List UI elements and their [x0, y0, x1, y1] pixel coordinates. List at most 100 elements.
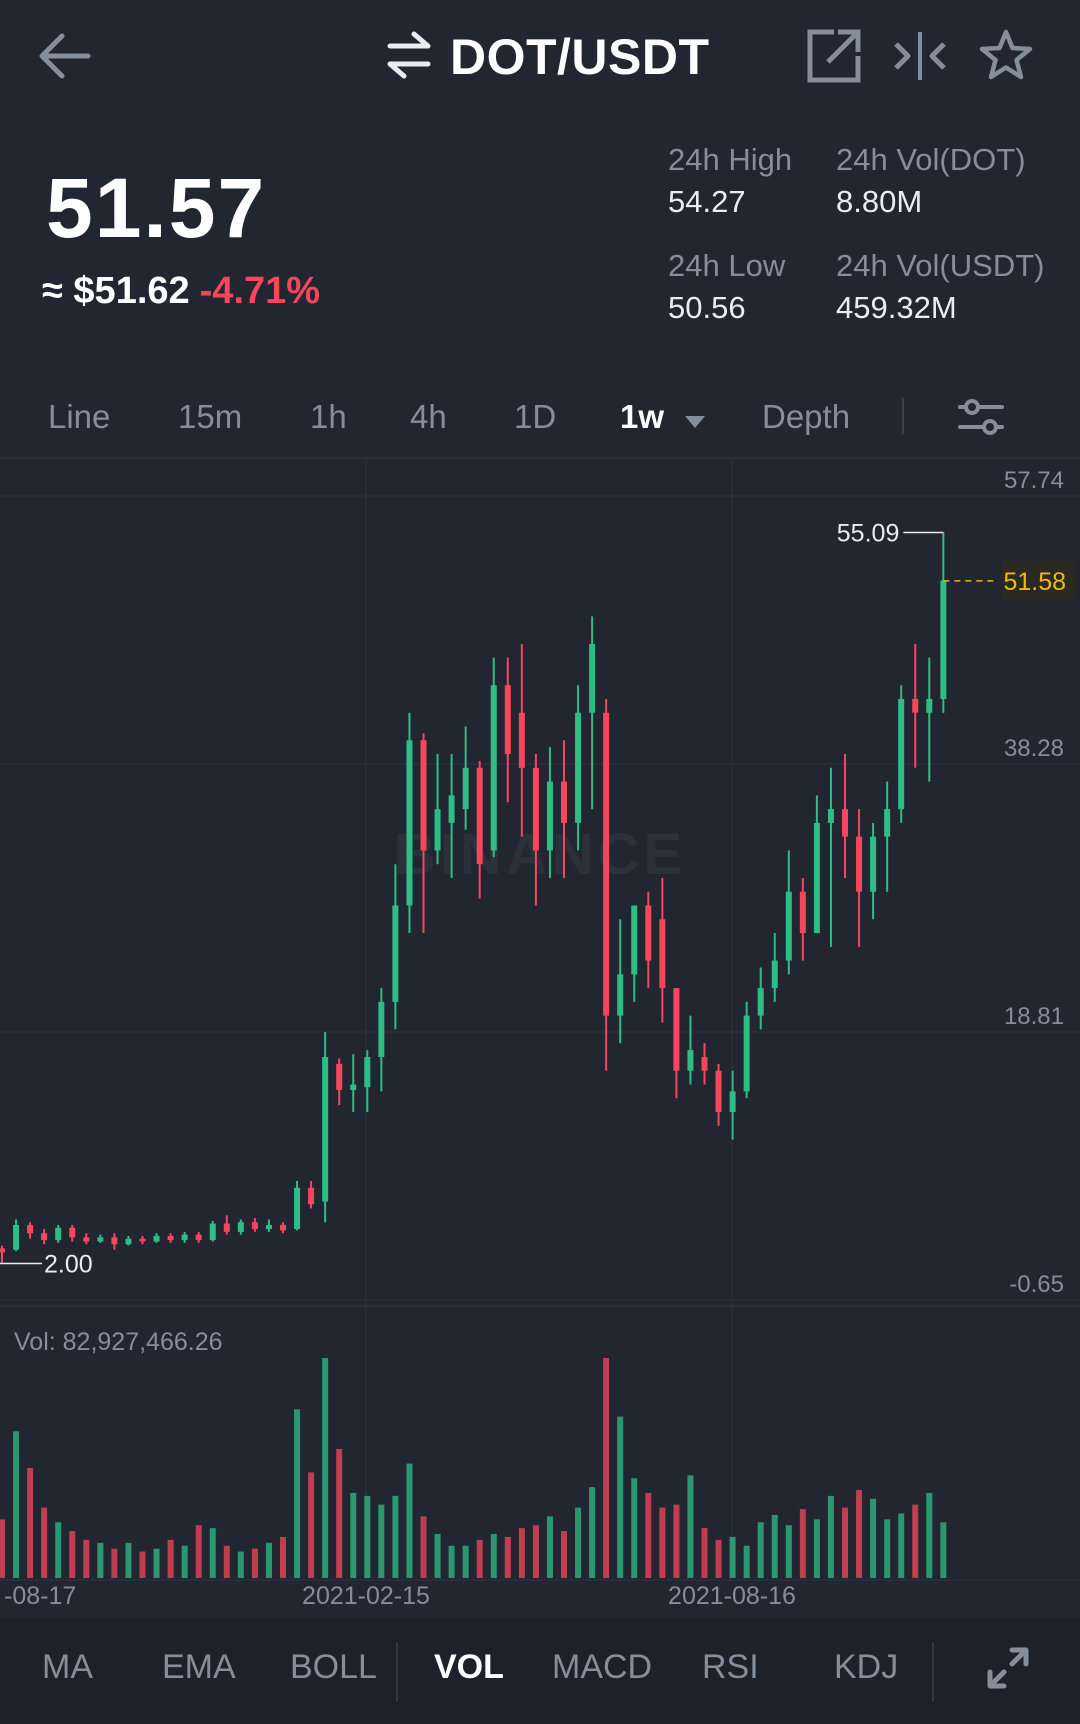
tab-4h[interactable]: 4h	[410, 398, 447, 435]
indicator-rsi[interactable]: RSI	[702, 1648, 759, 1686]
candle-body	[420, 740, 427, 851]
candle-body	[842, 809, 848, 837]
indicator-macd[interactable]: MACD	[552, 1648, 653, 1686]
volume-bar	[715, 1539, 722, 1578]
indicator-separator	[396, 1642, 398, 1702]
candle-body	[673, 988, 680, 1071]
candle-body	[322, 1056, 329, 1202]
tab-15m[interactable]: 15m	[178, 398, 243, 435]
candle-body	[237, 1222, 244, 1232]
x-tick-label: 2021-08-16	[668, 1582, 796, 1610]
volume-bar	[856, 1490, 863, 1578]
candle-body	[631, 905, 638, 975]
last-price: 51.57	[46, 161, 267, 255]
change-percent: -4.71%	[199, 270, 321, 312]
candle-body	[153, 1235, 160, 1242]
candle-body	[870, 836, 877, 892]
volume-bar	[912, 1504, 919, 1578]
volume-bar	[69, 1531, 76, 1578]
indicator-vol[interactable]: VOL	[434, 1648, 504, 1686]
candle-body	[645, 905, 652, 961]
volume-bar	[799, 1509, 806, 1578]
candle-body	[125, 1238, 132, 1245]
candle-body	[785, 891, 792, 961]
tab-1d[interactable]: 1D	[514, 398, 557, 435]
volume-bar	[546, 1516, 553, 1578]
tab-1h[interactable]: 1h	[310, 398, 347, 435]
share-external-icon[interactable]	[806, 26, 870, 90]
volume-bar	[55, 1522, 62, 1578]
volume-bar	[308, 1472, 315, 1578]
candle-body	[265, 1224, 272, 1230]
tab-1w[interactable]: 1w	[620, 398, 707, 438]
candle-body	[392, 905, 399, 1002]
volume-bar	[462, 1545, 469, 1578]
volume-bar	[827, 1495, 834, 1578]
volume-bar	[757, 1522, 764, 1578]
candle-body	[912, 698, 919, 713]
max-marker-label: 55.09	[837, 519, 900, 547]
volume-bar	[280, 1536, 286, 1578]
candle-body	[111, 1237, 118, 1245]
candle-body	[378, 1001, 385, 1057]
volume-bar	[139, 1551, 146, 1578]
volume-bar	[504, 1536, 511, 1578]
star-icon[interactable]	[978, 28, 1042, 92]
candle-body	[898, 698, 905, 810]
volume-bar	[842, 1507, 848, 1578]
volume-bar	[645, 1492, 652, 1578]
candle-body	[561, 781, 567, 823]
sliders-icon[interactable]	[956, 394, 1006, 445]
last-price-tag-bg	[1002, 560, 1076, 601]
candle-body	[251, 1222, 258, 1230]
last-price-tag: 51.58	[1003, 568, 1066, 596]
candle-body	[294, 1187, 301, 1230]
volume-bar	[785, 1525, 792, 1578]
indicator-ema[interactable]: EMA	[162, 1648, 236, 1686]
volume-bar	[111, 1548, 118, 1578]
volume-bar	[27, 1468, 34, 1578]
volume-bar	[350, 1492, 357, 1578]
indicator-separator-2	[932, 1642, 934, 1702]
expand-icon[interactable]	[986, 1646, 1030, 1695]
price-markers: 55.09 2.00 51.58	[0, 519, 1076, 1279]
volume-bar	[448, 1545, 455, 1578]
y-tick-label: 38.28	[1004, 735, 1064, 762]
volume-bar	[631, 1478, 638, 1578]
candle-body	[27, 1224, 34, 1234]
candle-body	[13, 1224, 20, 1250]
volume-bar	[926, 1492, 933, 1578]
candle-body	[518, 712, 525, 768]
indicator-ma[interactable]: MA	[42, 1648, 93, 1686]
tab-depth[interactable]: Depth	[762, 398, 851, 435]
candle-body	[827, 809, 834, 823]
tab-1w-label: 1w	[620, 398, 665, 435]
stat-label-24h-vol-usdt: 24h Vol(USDT)	[836, 248, 1045, 283]
volume-bar	[209, 1528, 216, 1578]
candle-body	[97, 1237, 104, 1242]
volume-bar	[617, 1416, 624, 1578]
stat-value-24h-high: 54.27	[668, 184, 746, 219]
back-arrow-icon[interactable]	[34, 24, 98, 88]
indicator-bar: MA EMA BOLL VOL MACD RSI KDJ	[0, 1618, 1080, 1724]
volume-bar	[518, 1528, 525, 1578]
indicator-kdj[interactable]: KDJ	[834, 1648, 899, 1686]
caret-down-icon	[683, 400, 707, 438]
split-screen-icon[interactable]	[890, 28, 954, 92]
volume-bar	[561, 1531, 567, 1578]
volume-bar	[575, 1507, 582, 1578]
swap-icon[interactable]	[384, 28, 434, 84]
candle-body	[209, 1223, 216, 1241]
candle-body	[181, 1234, 188, 1241]
candle-body	[532, 767, 539, 851]
volume-bar	[729, 1536, 736, 1578]
volume-bar	[813, 1519, 820, 1578]
candlestick-chart[interactable]: BINANCE 57.74 38.28 18.81 -0.65 -08-17 2021-…	[0, 456, 1080, 1616]
tab-line[interactable]: Line	[48, 398, 111, 435]
x-tick-label: -08-17	[4, 1582, 76, 1610]
pair-title[interactable]: DOT/USDT	[450, 29, 710, 85]
candle-body	[350, 1084, 357, 1091]
indicator-boll[interactable]: BOLL	[290, 1648, 377, 1686]
stat-label-24h-high: 24h High	[668, 142, 793, 177]
